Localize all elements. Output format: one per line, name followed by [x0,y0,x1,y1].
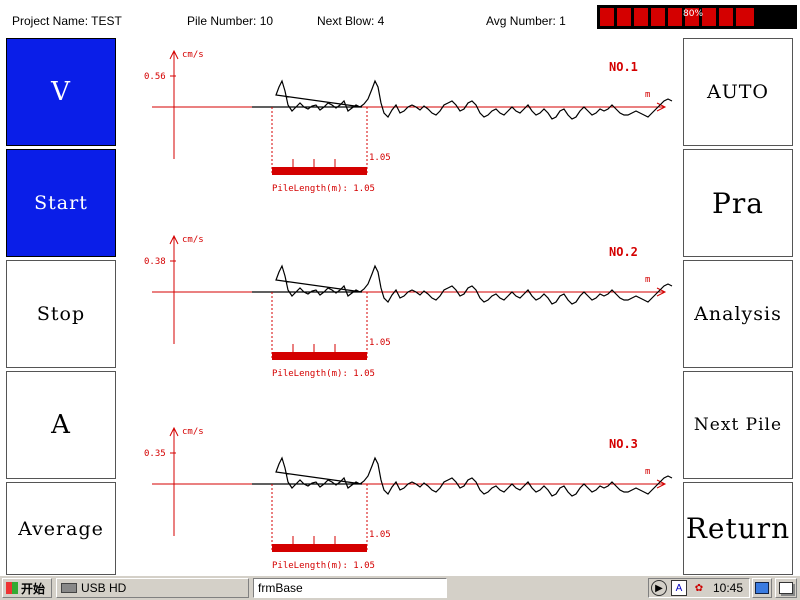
system-tray: ▶ A ✿ 10:45 [648,578,750,598]
return-button[interactable]: Return [683,482,793,575]
waveform-area: cm/s 0.56 m NO.1 1.05 PileLength(m): 1.05 cm/s… [120,35,680,575]
pile-length-bar [272,352,367,360]
x-axis-arrow-icon [656,102,667,112]
clock: 10:45 [713,581,744,595]
y-axis-tick-label: 0.38 [144,257,166,267]
chart-title: NO.3 [609,437,638,451]
waveform-line [252,79,673,120]
project-name: Project Name: TEST [12,14,122,28]
auto-button[interactable]: AUTO [683,38,793,146]
usb-hd-label: USB HD [81,581,127,595]
drive-icon [61,583,77,593]
pile-toe-value: 1.05 [369,153,391,163]
x-axis-unit: m [645,90,650,100]
analysis-button[interactable]: Analysis [683,260,793,368]
battery-percent: 80% [683,9,704,19]
pile-toe-value: 1.05 [369,338,391,348]
pile-length-bar [272,544,367,552]
y-axis-unit: cm/s [182,235,204,245]
chart-title: NO.2 [609,245,638,259]
x-axis-arrow-icon [656,479,667,489]
average-button[interactable]: Average [6,482,116,575]
y-axis-unit: cm/s [182,50,204,60]
next-pile-button[interactable]: Next Pile [683,371,793,479]
y-axis-unit: cm/s [182,427,204,437]
y-axis-arrow-icon [169,49,179,60]
next-blow: Next Blow: 4 [317,14,385,28]
battery-segment [736,8,754,26]
battery-segment [600,8,616,26]
y-axis-arrow-icon [169,234,179,245]
pile-length-label: PileLength(m): 1.05 [272,561,375,571]
pile-toe-value: 1.05 [369,530,391,540]
start-button[interactable]: Start [6,149,116,257]
pile-length-label: PileLength(m): 1.05 [272,369,375,379]
y-axis-arrow-icon [169,426,179,437]
pile-number: Pile Number: 10 [187,14,274,28]
windows-switch-icon[interactable] [775,578,797,598]
x-axis-arrow-icon [656,287,667,297]
taskbar: 开始 USB HD frmBase ▶ A ✿ 10:45 [0,575,800,600]
frmbase-label: frmBase [258,581,303,595]
x-axis-unit: m [645,467,650,477]
parameters-button[interactable]: Pra [683,149,793,257]
battery-segment [617,8,633,26]
start-menu-button[interactable]: 开始 [2,578,52,598]
battery-segment [702,8,718,26]
battery-segment [685,8,701,26]
ime-leaf-icon[interactable]: ✿ [694,582,704,594]
pile-length-label: PileLength(m): 1.05 [272,184,375,194]
avg-number: Avg Number: 1 [486,14,566,28]
y-axis-tick-label: 0.35 [144,449,166,459]
input-method-icon[interactable]: A [671,580,687,596]
media-play-icon[interactable]: ▶ [651,580,667,596]
velocity-button[interactable]: V [6,38,116,146]
waveform-charts: cm/s 0.56 m NO.1 1.05 PileLength(m): 1.05 cm/s… [144,49,673,571]
usb-hd-taskbar-item[interactable]: USB HD [56,578,249,598]
battery-indicator: 80% [597,5,797,29]
start-menu-label: 开始 [21,581,46,596]
acceleration-button[interactable]: A [6,371,116,479]
waveform-line [252,264,673,305]
chart-title: NO.1 [609,60,638,74]
y-axis-tick-label: 0.56 [144,72,166,82]
windows-logo-icon [6,582,18,594]
x-axis-unit: m [645,275,650,285]
pile-length-bar [272,167,367,175]
waveform-line [252,456,673,497]
battery-segment [651,8,667,26]
frmbase-taskbar-item[interactable]: frmBase [253,578,447,598]
battery-segment [668,8,684,26]
status-header: Project Name: TEST Pile Number: 10 Next … [0,0,800,35]
battery-segment [634,8,650,26]
desktop-icon[interactable] [752,578,772,598]
stop-button[interactable]: Stop [6,260,116,368]
battery-segment [719,8,735,26]
